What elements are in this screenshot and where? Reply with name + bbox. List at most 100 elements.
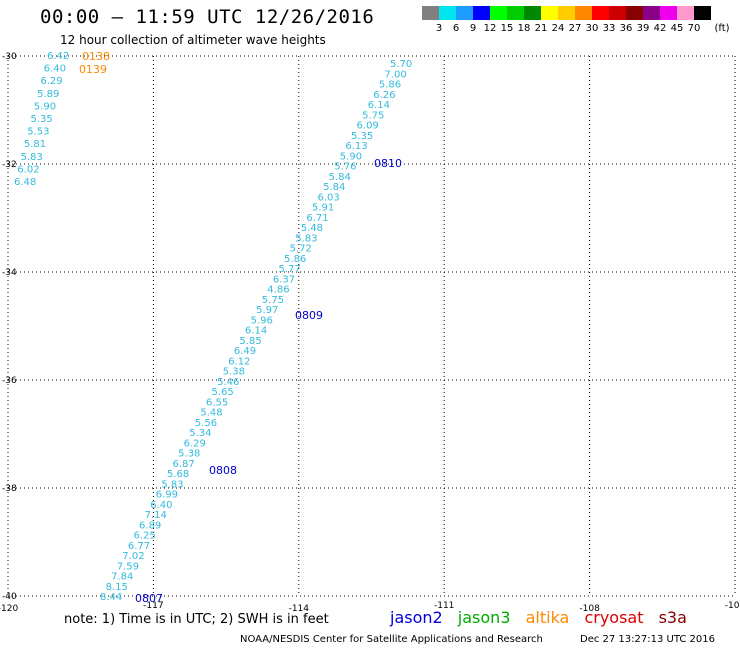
swh-value: 6.26 — [373, 90, 395, 101]
credit-text: NOAA/NESDIS Center for Satellite Applica… — [240, 634, 543, 645]
pass-time-label: 0139 — [79, 63, 107, 76]
page-subtitle: 12 hour collection of altimeter wave hei… — [60, 33, 326, 47]
legend-swatch — [626, 6, 643, 20]
swh-value: 5.83 — [295, 233, 317, 244]
lon-tick-label: -120 — [0, 604, 18, 614]
swh-value: 5.56 — [195, 418, 217, 429]
swh-value: 5.35 — [31, 114, 53, 125]
swh-value: 5.85 — [239, 336, 261, 347]
swh-value: 5.68 — [167, 469, 189, 480]
swh-value: 5.83 — [161, 479, 183, 490]
swh-value: 5.70 — [390, 59, 412, 70]
timestamp-text: Dec 27 13:27:13 UTC 2016 — [580, 634, 715, 645]
legend-swatch — [592, 6, 609, 20]
swh-value: 6.40 — [44, 64, 66, 75]
lon-tick-label: -108 — [579, 604, 600, 614]
swh-value: 6.13 — [345, 141, 367, 152]
pass-time-label: 0808 — [209, 464, 237, 477]
legend-label: 27 — [568, 23, 582, 34]
note-text: note: 1) Time is in UTC; 2) SWH is in fe… — [64, 612, 329, 627]
swh-value: 5.53 — [27, 127, 49, 138]
lat-tick-label: -30 — [2, 52, 17, 62]
swh-value: 7.84 — [111, 572, 133, 583]
swh-value: 7.02 — [122, 551, 144, 562]
swh-value: 5.84 — [323, 182, 345, 193]
legend-swatch — [660, 6, 677, 20]
legend-label: 15 — [500, 23, 514, 34]
swh-value: 5.81 — [24, 139, 46, 150]
swh-value: 6.37 — [273, 274, 295, 285]
latitude-labels: -30 -32 -34 -36 -38 -40 — [2, 52, 17, 602]
swh-value: 6.29 — [40, 76, 62, 87]
swh-value: 5.96 — [251, 315, 273, 326]
legend-label: 70 — [687, 23, 701, 34]
satellite-jason3: jason3 — [457, 608, 511, 627]
swh-value: 6.71 — [306, 213, 328, 224]
swh-value: 8.44 — [100, 592, 122, 603]
swh-value: 5.77 — [278, 264, 300, 275]
swh-value: 6.14 — [245, 326, 267, 337]
swh-value: 5.86 — [379, 80, 401, 91]
legend-label: 39 — [636, 23, 650, 34]
swh-value: 5.90 — [340, 151, 362, 162]
legend-label: 45 — [670, 23, 684, 34]
pass-time-label: 0138 — [82, 50, 110, 63]
legend-label: 24 — [551, 23, 565, 34]
swh-value: 5.48 — [200, 408, 222, 419]
legend-label: 6 — [452, 23, 460, 34]
swh-value: 6.09 — [357, 121, 379, 132]
legend-swatch — [609, 6, 626, 20]
swh-value: 6.40 — [150, 500, 172, 511]
pass-left-values: 6.42 6.406.29 5.895.90 5.35 5.535.81 5.836.02… — [14, 51, 69, 188]
swh-value: 6.48 — [14, 177, 36, 188]
swh-value: 5.97 — [256, 305, 278, 316]
pass-time-label: 0810 — [374, 157, 402, 170]
swh-value: 6.89 — [139, 520, 161, 531]
swh-value: 5.38 — [178, 449, 200, 460]
legend-swatch — [422, 6, 439, 20]
legend-label: 33 — [602, 23, 616, 34]
legend-unit: (ft) — [714, 23, 730, 34]
swh-value: 5.34 — [189, 428, 211, 439]
swh-value: 5.83 — [21, 152, 43, 163]
legend-swatch — [575, 6, 592, 20]
swh-value: 5.38 — [223, 367, 245, 378]
legend-swatch — [694, 6, 711, 20]
legend-swatch — [490, 6, 507, 20]
legend-swatch — [456, 6, 473, 20]
lat-tick-label: -38 — [2, 484, 17, 494]
swh-value: 7.00 — [384, 69, 406, 80]
legend-swatch — [558, 6, 575, 20]
swh-value: 4.86 — [267, 285, 289, 296]
swh-value: 6.29 — [184, 438, 206, 449]
swh-value: 5.48 — [301, 223, 323, 234]
legend-swatch — [524, 6, 541, 20]
legend-label: 12 — [483, 23, 497, 34]
swh-value: 5.76 — [334, 162, 356, 173]
swh-value: 6.42 — [47, 51, 69, 62]
lat-tick-label: -36 — [2, 376, 17, 386]
satellite-legend: jason2 jason3 altika cryosat s3a — [390, 608, 687, 627]
swh-value: 5.75 — [362, 110, 384, 121]
swh-value: 6.02 — [17, 164, 39, 175]
satellite-jason2: jason2 — [390, 608, 443, 627]
pass-time-label: 0809 — [295, 309, 323, 322]
lon-tick-label: -105 — [725, 601, 740, 611]
legend-label: 36 — [619, 23, 633, 34]
swh-value: 5.84 — [329, 172, 351, 183]
longitude-labels: -120 -117 -114 -111 -108 -105 — [0, 601, 740, 614]
legend-label: 30 — [585, 23, 599, 34]
legend-label: 18 — [517, 23, 531, 34]
legend-label: 42 — [653, 23, 667, 34]
legend-label: 3 — [435, 23, 443, 34]
swh-value: 6.55 — [206, 397, 228, 408]
page-title: 00:00 – 11:59 UTC 12/26/2016 — [40, 6, 375, 28]
legend-swatch — [643, 6, 660, 20]
swh-value: 6.49 — [234, 346, 256, 357]
swh-value: 6.03 — [318, 192, 340, 203]
lat-tick-label: -32 — [2, 160, 17, 170]
legend-swatch — [541, 6, 558, 20]
swh-value: 7.59 — [117, 561, 139, 572]
